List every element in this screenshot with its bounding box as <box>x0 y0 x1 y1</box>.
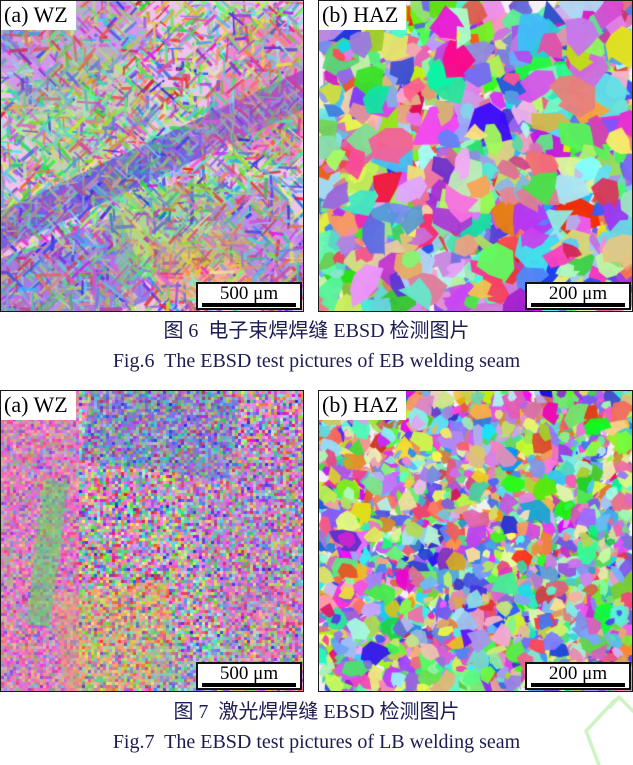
fig6-wz-scalebar: 500 μm <box>196 282 302 310</box>
fig6-panel-row: (a) WZ 500 μm (b) HAZ 200 μm <box>0 0 633 312</box>
fig7-haz-scalebar-text: 200 μm <box>548 663 608 684</box>
fig6-wz-scalebar-text: 500 μm <box>219 283 279 304</box>
fig6-haz-label: (b) HAZ <box>319 1 407 30</box>
fig6-haz-scalebar-line <box>531 303 625 307</box>
fig7-wz-scalebar-line <box>202 683 296 687</box>
fig6-haz-scalebar-text: 200 μm <box>548 283 608 304</box>
fig7-panel-haz: (b) HAZ 200 μm <box>318 390 633 692</box>
fig6-haz-ebsd-map <box>319 1 632 311</box>
fig7-wz-ebsd-map <box>1 391 303 691</box>
fig7-wz-label: (a) WZ <box>1 391 76 420</box>
fig7-haz-scalebar: 200 μm <box>525 662 631 690</box>
fig7-caption-en: Fig.7 The EBSD test pictures of LB weldi… <box>112 731 521 753</box>
fig7-panel-row: (a) WZ 500 μm (b) HAZ 200 μm <box>0 390 633 692</box>
fig7-haz-scalebar-line <box>531 683 625 687</box>
fig6-caption-en: Fig.6 The EBSD test pictures of EB weldi… <box>112 350 521 372</box>
fig6-wz-scalebar-line <box>202 303 296 307</box>
fig6-panel-wz: (a) WZ 500 μm <box>0 0 304 312</box>
fig6-panel-haz: (b) HAZ 200 μm <box>318 0 633 312</box>
fig6-wz-ebsd-map <box>1 1 303 311</box>
fig7-haz-ebsd-map <box>319 391 632 691</box>
fig7-panel-wz: (a) WZ 500 μm <box>0 390 304 692</box>
fig7-wz-scalebar-text: 500 μm <box>219 663 279 684</box>
fig7-haz-label: (b) HAZ <box>319 391 407 420</box>
fig7-caption-zh: 图 7 激光焊焊缝 EBSD 检测图片 <box>173 701 460 723</box>
fig7-caption: 图 7 激光焊焊缝 EBSD 检测图片 Fig.7 The EBSD test … <box>0 697 633 757</box>
fig6-wz-label: (a) WZ <box>1 1 76 30</box>
fig6-haz-scalebar: 200 μm <box>525 282 631 310</box>
fig6-caption: 图 6 电子束焊焊缝 EBSD 检测图片 Fig.6 The EBSD test… <box>0 316 633 376</box>
fig6-caption-zh: 图 6 电子束焊焊缝 EBSD 检测图片 <box>163 320 470 342</box>
fig7-wz-scalebar: 500 μm <box>196 662 302 690</box>
